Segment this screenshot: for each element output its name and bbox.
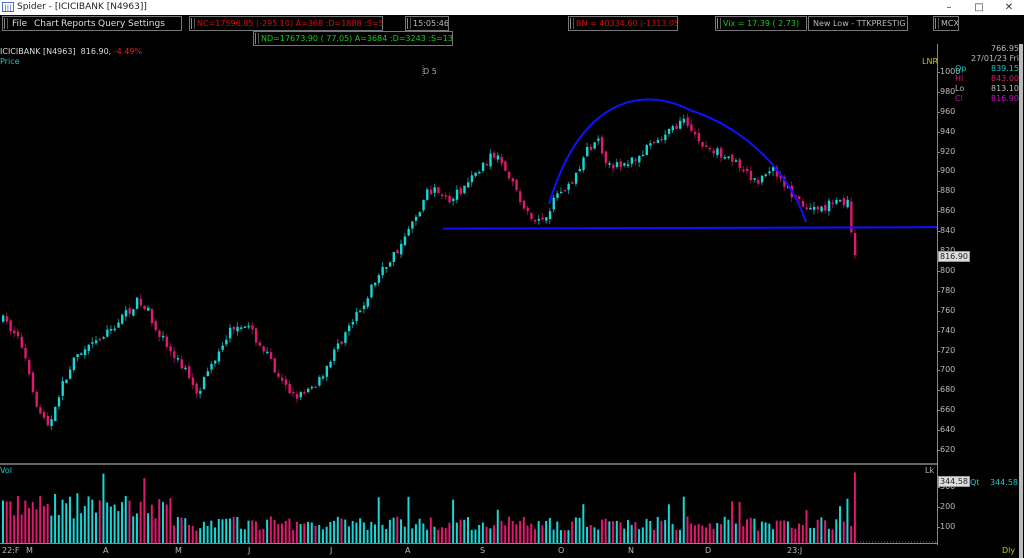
change-percent: -4.49%: [113, 47, 143, 56]
ticker-mcx[interactable]: MCX: [933, 16, 959, 31]
high-value: 843.00: [991, 74, 1019, 83]
menu-bar: File Chart Reports Query Settings: [2, 16, 182, 31]
open-value: 839.15: [991, 64, 1019, 73]
cursor-marker-label: D 5: [423, 67, 437, 76]
y-tick-label: 620: [937, 445, 955, 454]
y-tick-label: 680: [937, 385, 955, 394]
last-volume-badge: 344.58: [938, 476, 970, 487]
menu-reports[interactable]: Reports: [61, 19, 96, 29]
lnr-label: LNR: [922, 57, 938, 66]
y-tick-label: 640: [937, 425, 955, 434]
y-tick-label: 700: [937, 365, 955, 374]
x-tick-label: S: [480, 546, 486, 555]
symbol-label: ICICIBANK [N4963] 816.90, -4.49%: [0, 47, 143, 56]
x-tick-label: A: [405, 546, 411, 555]
x-axis: [0, 543, 937, 544]
y-tick-label: 740: [937, 326, 955, 335]
price-pane-label: Price: [0, 57, 20, 66]
ticker-nifty-derivatives[interactable]: ND=17673.90 ( 77.05) A=3684 :D=3243 :S=1…: [253, 31, 453, 46]
drag-grip-icon: [255, 33, 259, 44]
y-tick-label: 760: [937, 306, 955, 315]
window-title: Spider - [ICICIBANK [N4963]]: [17, 2, 147, 12]
y-tick-label: 900: [937, 166, 955, 175]
ticker-clock: 15:05:46: [405, 16, 449, 31]
x-tick-label: N: [628, 546, 634, 555]
ticker-nifty-cash[interactable]: NC=17596.85 (-295.10) A=368 :D=1888 :S=5…: [189, 16, 383, 31]
rounding-top-arc: [548, 98, 807, 223]
volume-info: Qt 344.58: [970, 478, 1018, 487]
x-tick-label: O: [558, 546, 565, 555]
last-price-badge: 816.90: [938, 251, 970, 262]
menu-chart[interactable]: Chart: [34, 19, 59, 29]
y-tick-label: 660: [937, 405, 955, 414]
support-trendline: [442, 226, 937, 230]
x-tick-label: 22:F: [2, 546, 20, 555]
maximize-button[interactable]: □: [974, 2, 984, 13]
y-tick-label: 840: [937, 226, 955, 235]
ticker-scanner-new-low[interactable]: New Low - TTKPRESTIG: [808, 16, 908, 31]
y-tick-label: 880: [937, 186, 955, 195]
drag-grip-icon: [407, 18, 411, 29]
drag-grip-icon: [191, 18, 195, 29]
y-tick-label: 780: [937, 286, 955, 295]
x-tick-label: J: [248, 546, 251, 555]
x-tick-label: A: [103, 546, 109, 555]
x-tick-label: 23:J: [787, 546, 803, 555]
spider-app-icon: |||: [2, 2, 14, 12]
toolbar: File Chart Reports Query Settings NC=175…: [0, 15, 1024, 51]
timeframe-label[interactable]: Dly: [1002, 546, 1016, 555]
drag-grip-icon[interactable]: [4, 18, 8, 29]
ohlc-info-panel: 766.95 27/01/23 Fri Op 839.15 Hi 843.00 Lo…: [955, 44, 1019, 103]
y-tick-label: 940: [937, 127, 955, 136]
volume-tick-label: 200: [937, 502, 955, 511]
menu-file[interactable]: File: [12, 19, 28, 29]
bar-date: 27/01/23 Fri: [970, 54, 1019, 63]
y-tick-label: 920: [937, 147, 955, 156]
vertical-scrollbar[interactable]: [1019, 44, 1023, 558]
y-axis: [937, 44, 938, 545]
pane-separator[interactable]: [0, 463, 937, 465]
menu-settings[interactable]: Settings: [128, 19, 165, 29]
close-button[interactable]: ✕: [1004, 2, 1014, 13]
x-tick-label: M: [175, 546, 182, 555]
qty-value: 344.58: [990, 478, 1018, 487]
volume-tick-label: 100: [937, 522, 955, 531]
y-tick-label: 720: [937, 346, 955, 355]
volume-chart[interactable]: [0, 465, 937, 543]
drag-grip-icon: [570, 18, 574, 29]
volume-pane-label: Vol: [0, 466, 12, 475]
ticker-vix[interactable]: Vix = 17.39 ( 2.73): [715, 16, 807, 31]
drag-grip-icon: [935, 18, 939, 29]
price-chart[interactable]: [0, 57, 937, 462]
close-value: 816.90: [991, 94, 1019, 103]
x-tick-label: M: [26, 546, 33, 555]
y-tick-label: 800: [937, 266, 955, 275]
cursor-value: 766.95: [991, 44, 1019, 53]
menu-query[interactable]: Query: [98, 19, 126, 29]
drag-grip-icon: [717, 18, 721, 29]
y-tick-label: 1000: [937, 67, 960, 76]
x-tick-label: D: [705, 546, 712, 555]
minimize-button[interactable]: –: [946, 2, 952, 13]
volume-bars[interactable]: [0, 465, 937, 543]
volume-unit-label: Lk: [925, 466, 935, 475]
ticker-banknifty[interactable]: BN = 40334.60 (-1313.05): [568, 16, 678, 31]
y-tick-label: 860: [937, 206, 955, 215]
candlestick-chart[interactable]: [0, 57, 937, 462]
low-value: 813.10: [991, 84, 1019, 93]
y-tick-label: 960: [937, 107, 955, 116]
x-tick-label: J: [330, 546, 333, 555]
y-tick-label: 980: [937, 87, 955, 96]
window-title-bar: ||| Spider - [ICICIBANK [N4963]] – □ ✕: [0, 0, 1024, 15]
